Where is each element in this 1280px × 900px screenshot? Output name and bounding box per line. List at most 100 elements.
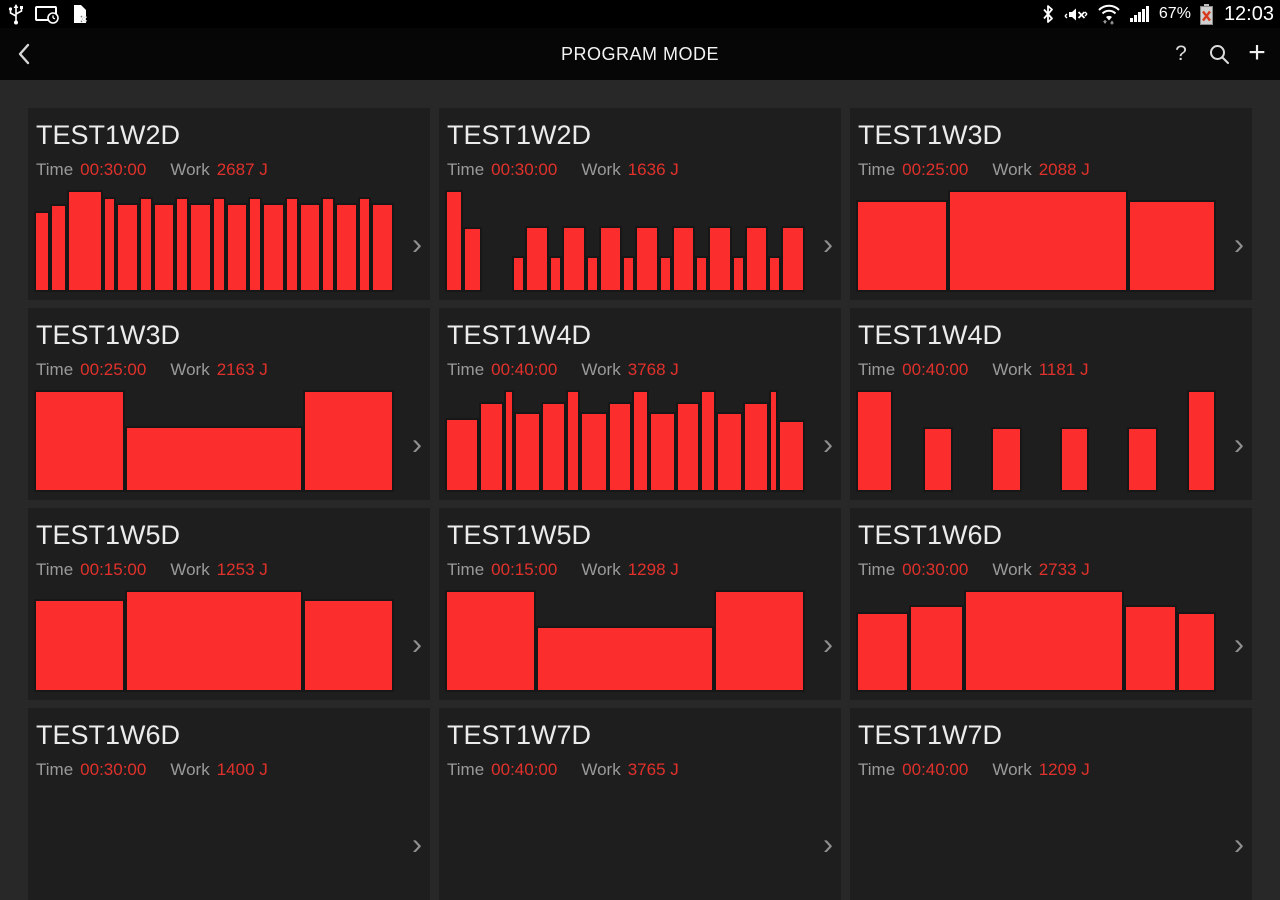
work-value: 1636 J	[627, 160, 679, 179]
help-button[interactable]: ?	[1175, 42, 1187, 65]
screen-cast-clock-icon	[34, 2, 60, 26]
program-title: TEST1W7D	[858, 720, 1003, 750]
program-card[interactable]: TEST1W6D Time 00:30:00 Work 2733 J ›	[850, 508, 1252, 700]
program-stats: Time 00:15:00 Work 1298 J	[439, 551, 841, 580]
chart-bar	[152, 203, 176, 292]
chart-bar	[708, 225, 732, 292]
program-stats: Time 00:30:00 Work 1400 J	[28, 751, 430, 780]
chart-bar	[189, 203, 212, 292]
chart-bar	[513, 412, 541, 492]
chart-bar	[675, 402, 700, 492]
time-label: Time	[36, 360, 74, 379]
chart-bar	[909, 605, 965, 692]
chart-bar	[116, 203, 139, 292]
program-card[interactable]: TEST1W3D Time 00:25:00 Work 2088 J ›	[850, 108, 1252, 300]
back-button[interactable]	[0, 28, 48, 80]
program-chart	[856, 590, 1216, 692]
program-card[interactable]: TEST1W4D Time 00:40:00 Work 3768 J ›	[439, 308, 841, 500]
time-label: Time	[447, 160, 485, 179]
chart-bar	[658, 256, 672, 292]
time-value: 00:15:00	[80, 560, 147, 579]
chart-bar	[964, 590, 1124, 692]
chart-bar	[585, 256, 599, 292]
chart-bar	[731, 256, 745, 292]
program-chart	[445, 590, 805, 692]
add-button[interactable]: +	[1248, 35, 1266, 69]
program-chart	[856, 190, 1216, 292]
wifi-arrows-icon	[1097, 2, 1121, 26]
program-stats: Time 00:40:00 Work 1181 J	[850, 351, 1252, 380]
status-time: 12:03	[1223, 2, 1274, 25]
work-value: 1298 J	[627, 560, 679, 579]
chart-bar	[478, 402, 505, 492]
status-bar-left	[6, 2, 90, 26]
chevron-right-icon: ›	[1234, 828, 1244, 861]
chart-bar	[262, 203, 285, 292]
chart-bar	[671, 225, 696, 292]
work-label: Work	[581, 560, 621, 579]
work-label: Work	[992, 560, 1032, 579]
program-card[interactable]: TEST1W7D Time 00:40:00 Work 3765 J ›	[439, 708, 841, 900]
program-grid: TEST1W2D Time 00:30:00 Work 2687 J › TEST1W…	[0, 80, 1280, 900]
time-value: 00:40:00	[902, 360, 969, 379]
program-card[interactable]: TEST1W3D Time 00:25:00 Work 2163 J ›	[28, 308, 430, 500]
chart-bar	[548, 256, 563, 292]
program-stats: Time 00:25:00 Work 2088 J	[850, 151, 1252, 180]
chart-bar	[566, 390, 580, 492]
chart-bar	[743, 402, 769, 492]
chart-bar	[856, 390, 894, 492]
chart-bar	[303, 390, 394, 492]
chart-bar	[1127, 426, 1158, 492]
program-card[interactable]: TEST1W5D Time 00:15:00 Work 1298 J ›	[439, 508, 841, 700]
work-value: 2088 J	[1038, 160, 1090, 179]
status-bar-right: 67% 12:03	[1041, 2, 1274, 26]
time-label: Time	[447, 360, 485, 379]
chart-bar	[102, 197, 117, 292]
time-value: 00:25:00	[902, 160, 969, 179]
chart-bar	[445, 417, 479, 492]
chevron-left-icon	[18, 43, 30, 65]
program-card[interactable]: TEST1W2D Time 00:30:00 Work 1636 J ›	[439, 108, 841, 300]
time-label: Time	[858, 160, 896, 179]
program-card[interactable]: TEST1W7D Time 00:40:00 Work 1209 J ›	[850, 708, 1252, 900]
chart-bar	[608, 402, 633, 492]
chart-bar	[778, 419, 805, 492]
chart-bar	[714, 590, 805, 692]
chart-bar	[211, 197, 226, 292]
time-value: 00:40:00	[902, 760, 969, 779]
program-title: TEST1W4D	[447, 320, 592, 350]
chart-bar	[525, 225, 549, 292]
work-label: Work	[992, 160, 1032, 179]
chart-bar	[371, 203, 395, 292]
program-title: TEST1W3D	[36, 320, 181, 350]
time-value: 00:30:00	[80, 760, 147, 779]
time-label: Time	[447, 760, 485, 779]
program-card[interactable]: TEST1W2D Time 00:30:00 Work 2687 J ›	[28, 108, 430, 300]
chart-bar	[284, 197, 299, 292]
chart-bar	[648, 412, 676, 492]
chart-bar	[34, 390, 125, 492]
chart-bar	[321, 197, 336, 292]
time-value: 00:40:00	[491, 360, 558, 379]
program-title: TEST1W5D	[36, 520, 181, 550]
time-label: Time	[858, 560, 896, 579]
chevron-right-icon: ›	[1234, 228, 1244, 261]
program-card[interactable]: TEST1W6D Time 00:30:00 Work 1400 J ›	[28, 708, 430, 900]
work-label: Work	[170, 560, 210, 579]
usb-icon	[6, 2, 26, 26]
work-label: Work	[992, 760, 1032, 779]
time-label: Time	[36, 160, 74, 179]
program-card[interactable]: TEST1W4D Time 00:40:00 Work 1181 J ›	[850, 308, 1252, 500]
chevron-right-icon: ›	[412, 828, 422, 861]
program-card[interactable]: TEST1W5D Time 00:15:00 Work 1253 J ›	[28, 508, 430, 700]
program-chart	[856, 790, 1216, 892]
program-stats: Time 00:40:00 Work 3768 J	[439, 351, 841, 380]
chart-bar	[922, 426, 954, 492]
time-value: 00:30:00	[902, 560, 969, 579]
work-value: 2733 J	[1038, 560, 1090, 579]
work-value: 1209 J	[1038, 760, 1090, 779]
chart-bar	[562, 225, 586, 292]
work-value: 3768 J	[627, 360, 679, 379]
work-value: 2163 J	[216, 360, 268, 379]
search-button[interactable]	[1200, 28, 1238, 80]
